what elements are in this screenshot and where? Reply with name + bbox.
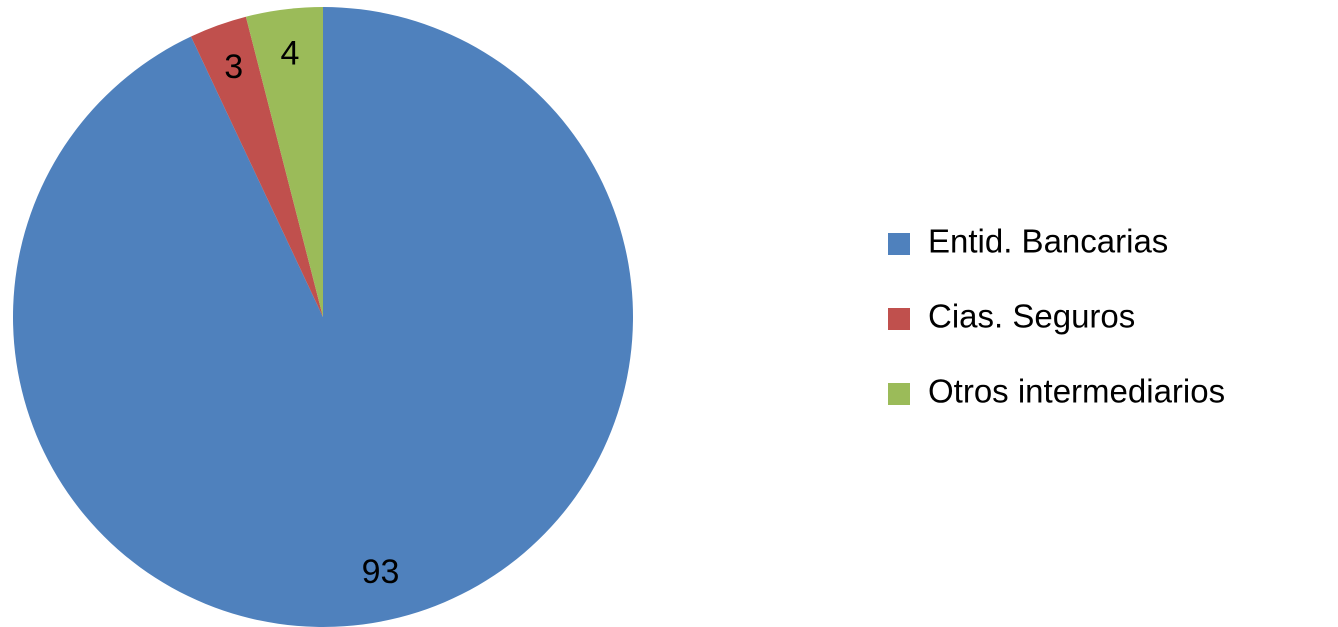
data-label: 3: [224, 48, 243, 86]
legend-swatch: [888, 383, 910, 405]
legend-text: Entid. Bancarias: [928, 223, 1168, 260]
legend-text: Cias. Seguros: [928, 298, 1135, 335]
data-label: 93: [362, 553, 400, 591]
legend-swatch: [888, 233, 910, 255]
data-label: 4: [281, 35, 300, 73]
legend-text: Otros intermediarios: [928, 373, 1225, 410]
pie-slice: [245, 6, 323, 317]
pie-slice: [191, 16, 323, 317]
pie-slice: [12, 7, 633, 627]
legend-swatch: [888, 308, 910, 330]
